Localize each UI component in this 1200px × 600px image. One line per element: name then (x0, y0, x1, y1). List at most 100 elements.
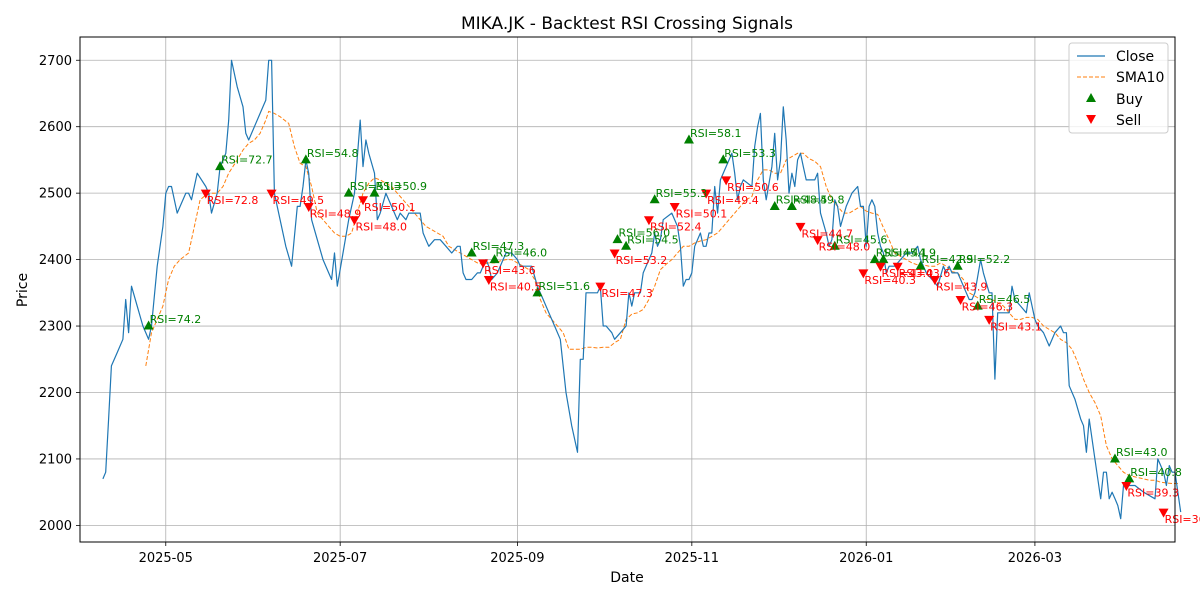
legend-sma-label: SMA10 (1116, 70, 1164, 86)
legend: Close SMA10 Buy Sell (1068, 42, 1169, 134)
buy-rsi-label: RSI=46.0 (496, 247, 548, 260)
legend-box (1068, 42, 1169, 134)
sell-rsi-label: RSI=48.0 (355, 221, 407, 234)
sell-rsi-label: RSI=72.8 (207, 194, 259, 207)
buy-rsi-label: RSI=51.3 (350, 180, 402, 193)
buy-rsi-label: RSI=43.0 (1116, 446, 1168, 459)
sell-marker (483, 276, 494, 286)
buy-marker (621, 240, 632, 250)
sell-marker (349, 216, 360, 226)
sell-marker (929, 276, 940, 286)
buy-rsi-label: RSI=53.3 (724, 147, 776, 160)
grid-layer (80, 37, 1175, 542)
sell-marker (478, 259, 489, 269)
sell-marker (358, 196, 369, 206)
buy-marker (718, 154, 729, 164)
sell-rsi-label: RSI=49.4 (707, 194, 759, 207)
buy-rsi-label: RSI=45.6 (836, 233, 888, 246)
x-tick-label: 2026-01 (839, 551, 893, 566)
buy-marker (972, 300, 983, 310)
marker-layer (143, 134, 1169, 518)
y-axis-label: Price (15, 273, 31, 307)
legend-buy-swatch (1086, 93, 1096, 102)
buy-rsi-label: RSI=45.1 (876, 247, 928, 260)
x-tick-label: 2025-09 (490, 551, 544, 566)
sell-rsi-label: RSI=43.6 (899, 267, 951, 280)
x-tick-label: 2026-03 (1008, 551, 1062, 566)
y-tick-label: 2100 (39, 452, 72, 467)
buy-marker (300, 154, 311, 164)
y-tick-label: 2400 (39, 253, 72, 268)
tick-layer: 2000 2100 2200 2300 2400 2500 2600 2700 2025-05 2… (39, 54, 1062, 566)
buy-rsi-label: RSI=47.3 (473, 240, 525, 253)
buy-marker (878, 254, 889, 264)
buy-marker (869, 254, 880, 264)
chart-title: MIKA.JK - Backtest RSI Crossing Signals (461, 14, 793, 34)
buy-rsi-label: RSI=50.9 (375, 180, 427, 193)
buy-marker (786, 200, 797, 210)
sell-marker (266, 189, 277, 199)
sell-rsi-label: RSI=40.5 (490, 281, 542, 294)
x-tick-label: 2025-07 (313, 551, 367, 566)
sell-marker (595, 282, 606, 292)
buy-rsi-label: RSI=48.5 (776, 193, 828, 206)
y-tick-label: 2700 (39, 54, 72, 69)
buy-marker (143, 320, 154, 330)
sell-rsi-label: RSI=50.1 (364, 201, 416, 214)
sell-rsi-label: RSI=50.6 (727, 181, 779, 194)
buy-marker (466, 247, 477, 257)
buy-rsi-label: RSI=54.5 (627, 233, 679, 246)
sell-rsi-label: RSI=49.5 (273, 194, 325, 207)
buy-marker (915, 260, 926, 270)
buy-marker (532, 287, 543, 297)
close-price-line (102, 59, 1182, 520)
buy-rsi-label: RSI=51.6 (538, 280, 590, 293)
sell-rsi-label: RSI=48.0 (819, 241, 871, 254)
sell-marker (795, 222, 806, 232)
sell-marker (892, 262, 903, 272)
buy-marker (769, 200, 780, 210)
buy-rsi-label: RSI=74.2 (150, 313, 202, 326)
sell-marker (721, 176, 732, 186)
buy-rsi-label: RSI=42.9 (922, 253, 974, 266)
sell-rsi-label: RSI=43.9 (936, 281, 988, 294)
buy-marker (343, 187, 354, 197)
sell-rsi-label: RSI=48.9 (310, 207, 362, 220)
y-tick-label: 2600 (39, 120, 72, 135)
x-tick-label: 2025-11 (665, 551, 719, 566)
buy-rsi-label: RSI=40.8 (1130, 466, 1182, 479)
sell-rsi-label: RSI=40.3 (864, 274, 916, 287)
legend-buy-label: Buy (1116, 92, 1143, 108)
legend-close-label: Close (1116, 49, 1154, 65)
y-tick-label: 2000 (39, 519, 72, 534)
buy-rsi-label: RSI=46.5 (979, 293, 1031, 306)
sell-marker (200, 189, 211, 199)
sell-rsi-label: RSI=39.3 (1127, 487, 1179, 500)
sell-marker (609, 249, 620, 259)
sell-rsi-label: RSI=43.1 (990, 320, 1042, 333)
y-tick-label: 2200 (39, 386, 72, 401)
buy-marker (829, 240, 840, 250)
sell-rsi-label: RSI=43.6 (484, 264, 536, 277)
legend-sell-swatch (1086, 115, 1096, 124)
sma-layer (145, 110, 1178, 484)
sell-marker (643, 216, 654, 226)
legend-sell-label: Sell (1116, 113, 1141, 129)
buy-marker (612, 234, 623, 244)
buy-rsi-label: RSI=55.3 (656, 187, 708, 200)
buy-rsi-label: RSI=56.0 (618, 227, 670, 240)
buy-rsi-label: RSI=49.8 (793, 193, 845, 206)
x-axis-label: Date (610, 570, 643, 586)
buy-marker (369, 187, 380, 197)
sell-marker (955, 295, 966, 305)
buy-rsi-label: RSI=72.7 (221, 154, 273, 167)
buy-marker (649, 194, 660, 204)
sell-rsi-label: RSI=52.4 (650, 221, 702, 234)
close-layer (102, 59, 1182, 520)
annotation-layer: RSI=74.2 RSI=72.7 RSI=54.8 RSI=51.3RSI=50.9… (150, 127, 1200, 526)
sell-rsi-label: RSI=46.3 (962, 300, 1014, 313)
sell-rsi-label: RSI=47.3 (601, 287, 653, 300)
